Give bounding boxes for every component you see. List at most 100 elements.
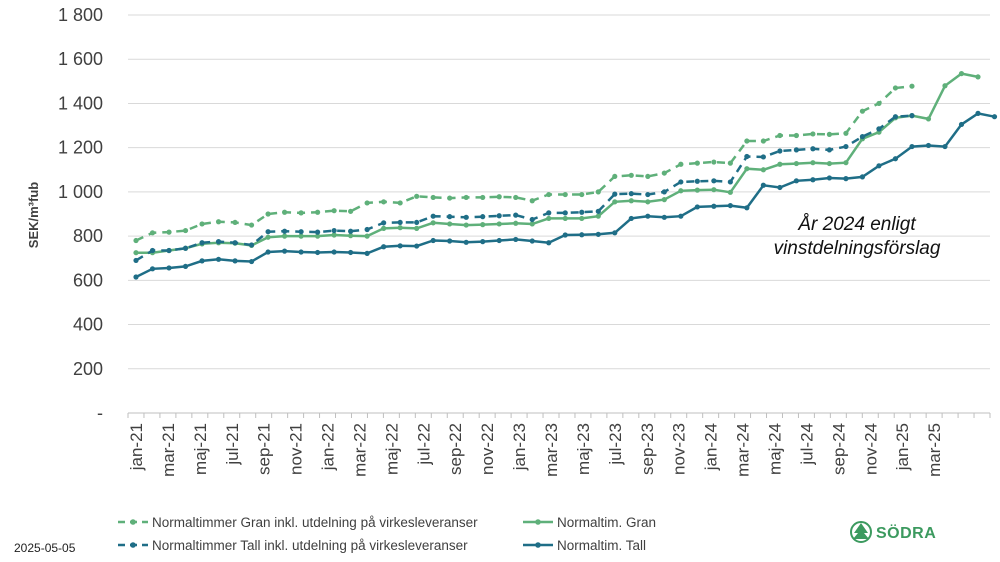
data-point [694,204,700,210]
x-tick-label: jan-21 [127,423,146,471]
data-point [364,233,370,239]
data-point [909,113,915,119]
data-point [281,248,288,254]
data-point [727,160,733,166]
data-point [595,208,601,214]
data-point [793,160,799,167]
data-point [298,210,304,216]
legend-label: Normaltim. Gran [557,515,656,530]
x-tick-label: jul-24 [797,423,816,466]
x-tick-label: maj-22 [382,423,401,475]
data-point [744,166,750,172]
y-tick-label: 1 000 [58,182,103,202]
x-tick-label: mar-23 [542,423,561,477]
data-point [281,233,288,239]
legend-item: Normaltimmer Gran inkl. utdelning på vir… [118,515,478,530]
x-tick-label: jan-22 [319,423,338,471]
y-tick-label: 1 800 [58,5,103,25]
data-point [248,242,255,248]
data-point [810,177,816,183]
data-point [628,172,634,178]
x-tick-label: nov-22 [478,423,497,475]
data-point [958,121,965,128]
data-point [711,203,717,209]
data-point [777,184,783,191]
data-point [612,230,618,236]
data-point [859,108,866,114]
x-tick-label: jan-23 [510,423,529,471]
data-point [496,237,502,244]
data-point [199,258,205,264]
data-point [166,247,172,254]
data-point [166,229,172,235]
data-point [215,219,222,225]
data-point [381,220,387,226]
data-point [232,258,238,264]
series-4 [133,110,998,280]
data-point [546,215,552,222]
grid-lines [128,14,990,370]
data-point [793,147,799,153]
data-point [331,232,337,238]
data-point [397,219,403,226]
legend-marker [535,542,541,548]
x-tick-label: sep-22 [446,423,465,475]
data-point [513,212,519,218]
data-point [678,188,684,194]
series-line [135,84,913,242]
y-tick-label: - [97,403,103,423]
data-point [529,198,535,204]
data-point [975,110,981,116]
data-point [414,219,420,226]
data-point [661,197,667,203]
data-point [463,214,469,220]
data-point [463,194,469,201]
data-point [513,220,519,226]
y-tick-label: 200 [73,359,103,379]
series-line [136,72,979,254]
data-point [909,83,915,89]
data-point [447,221,453,227]
data-point [793,178,799,184]
y-tick-label: 800 [73,226,103,246]
y-axis-title: SEK/m³fub [26,182,41,249]
data-point [480,239,486,245]
legend-label: Normaltim. Tall [557,538,646,553]
y-tick-label: 1 600 [58,49,103,69]
data-point [843,130,849,136]
data-point [513,194,519,201]
annotation-line-1: År 2024 enligt [797,214,916,235]
data-point [859,134,866,140]
x-tick-label: jul-22 [414,423,433,466]
data-point [166,265,172,271]
series-lines [133,70,998,280]
x-tick-label: maj-21 [191,423,210,475]
data-point [496,213,502,219]
data-point [381,225,387,231]
data-point [414,225,420,231]
data-point [579,191,585,198]
data-point [232,240,238,246]
data-point [133,237,139,244]
data-point [760,154,766,160]
data-point [149,266,156,272]
data-point [232,219,238,226]
y-tick-label: 1 200 [58,138,103,158]
data-point [711,159,717,165]
legend-marker [130,542,136,548]
x-tick-label: nov-21 [287,423,306,475]
series-3 [133,113,915,264]
data-point [298,233,304,239]
data-point [265,211,271,217]
data-point [546,191,552,198]
x-tick-label: mar-24 [734,423,753,477]
x-tick-label: sep-24 [829,423,848,475]
series-1 [133,83,915,244]
data-point [182,245,189,251]
data-point [513,236,519,243]
legend-marker [130,519,136,525]
data-point [661,170,667,176]
data-point [628,215,634,222]
x-tick-label: jul-21 [223,423,242,466]
data-point [496,194,502,200]
